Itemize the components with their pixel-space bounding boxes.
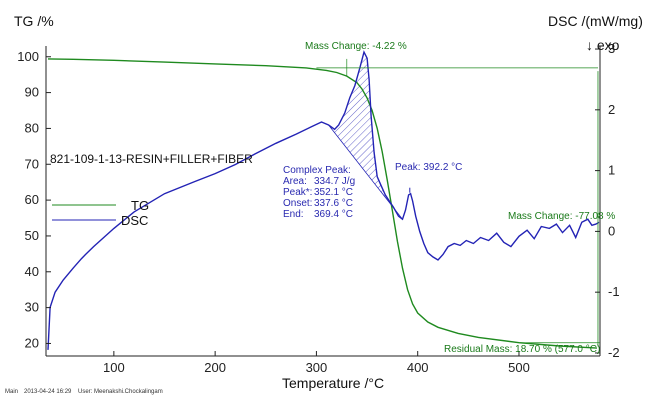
y-right-tick-label: -1	[608, 284, 620, 299]
y-left-tick-label: 100	[17, 49, 39, 64]
complex-peak-end-value: 369.4 °C	[314, 209, 353, 220]
y-left-tick-label: 90	[25, 85, 39, 100]
y-right-tick-label: 1	[608, 163, 615, 178]
complex-peak-title: Complex Peak:	[283, 165, 351, 176]
mass-change-2-label: Mass Change: -77.08 %	[508, 211, 615, 222]
y-left-tick-label: 70	[25, 156, 39, 171]
y-left-tick-label: 60	[25, 192, 39, 207]
complex-peak-onset-label: Onset:	[283, 198, 312, 209]
y-left-tick-label: 40	[25, 264, 39, 279]
y-right-tick-label: 2	[608, 102, 615, 117]
sample-label: 821-109-1-13-RESIN+FILLER+FIBER	[50, 152, 253, 166]
mass-change-1-label: Mass Change: -4.22 %	[305, 41, 407, 52]
y-left-tick-label: 50	[25, 228, 39, 243]
footer: Main 2013-04-24 16:29 User: Meenakshi.Ch…	[5, 389, 163, 395]
y-left-tick-label: 30	[25, 300, 39, 315]
y-left-tick-label: 20	[25, 335, 39, 350]
exo-label: ↓ exo	[586, 37, 620, 53]
y-right-tick-label: -2	[608, 345, 620, 360]
complex-peak-peak-value: 352.1 °C	[314, 187, 353, 198]
y-axis-left-title: TG /%	[14, 13, 54, 29]
legend-tg-label: TG	[131, 198, 149, 213]
peak-label: Peak: 392.2 °C	[395, 162, 462, 173]
y-right-tick-label: 3	[608, 41, 615, 56]
complex-peak-onset-value: 337.6 °C	[314, 198, 353, 209]
legend-dsc-label: DSC	[121, 213, 148, 228]
peak-area-fill	[328, 52, 403, 220]
x-tick-label: 500	[508, 360, 530, 375]
footer-date: 2013-04-24 16:29	[24, 389, 72, 395]
y-left-tick-label: 80	[25, 120, 39, 135]
chart-marks	[47, 50, 600, 350]
legend: TG DSC	[52, 198, 149, 228]
footer-user: User: Meenakshi.Chockalingam	[78, 389, 163, 395]
y-right-tick-label: 0	[608, 223, 615, 238]
x-tick-label: 300	[306, 360, 328, 375]
dsc-curve	[47, 50, 600, 350]
y-axis-right-title: DSC /(mW/mg)	[548, 13, 643, 29]
tg-curve	[47, 58, 598, 349]
footer-main: Main	[5, 389, 18, 395]
complex-peak-end-label: End:	[283, 209, 304, 220]
complex-peak-peak-label: Peak*:	[283, 187, 312, 198]
residual-mass-label: Residual Mass: 18.70 % (577.0 °C)	[444, 344, 600, 355]
x-tick-label: 100	[103, 360, 125, 375]
x-axis-title: Temperature /°C	[282, 375, 384, 391]
x-tick-label: 400	[407, 360, 429, 375]
complex-peak-area-value: 334.7 J/g	[314, 176, 355, 187]
complex-peak-annotation: Complex Peak: Area: 334.7 J/g Peak*: 352…	[283, 165, 355, 220]
plot-frame	[45, 46, 601, 357]
complex-peak-area-label: Area:	[283, 176, 307, 187]
axis-ticks: 100 200 300 400 500 20 30 40 50 60 70 80 90 100 -2 -1 0 1…	[17, 41, 619, 375]
x-tick-label: 200	[204, 360, 226, 375]
